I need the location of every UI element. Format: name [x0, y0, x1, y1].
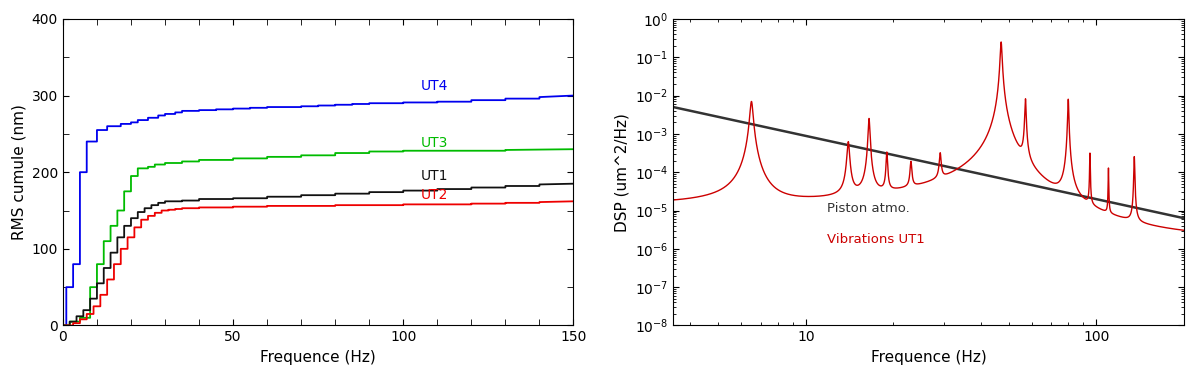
Text: Vibrations UT1: Vibrations UT1	[827, 233, 924, 246]
X-axis label: Frequence (Hz): Frequence (Hz)	[261, 350, 376, 365]
Text: UT1: UT1	[421, 169, 448, 183]
Text: Piston atmo.: Piston atmo.	[827, 203, 909, 215]
Text: UT4: UT4	[421, 79, 448, 93]
Y-axis label: RMS cumule (nm): RMS cumule (nm)	[11, 104, 26, 240]
Text: UT2: UT2	[421, 188, 448, 202]
Text: UT3: UT3	[421, 136, 448, 150]
Y-axis label: DSP (um^2/Hz): DSP (um^2/Hz)	[614, 113, 630, 232]
X-axis label: Frequence (Hz): Frequence (Hz)	[871, 350, 987, 365]
